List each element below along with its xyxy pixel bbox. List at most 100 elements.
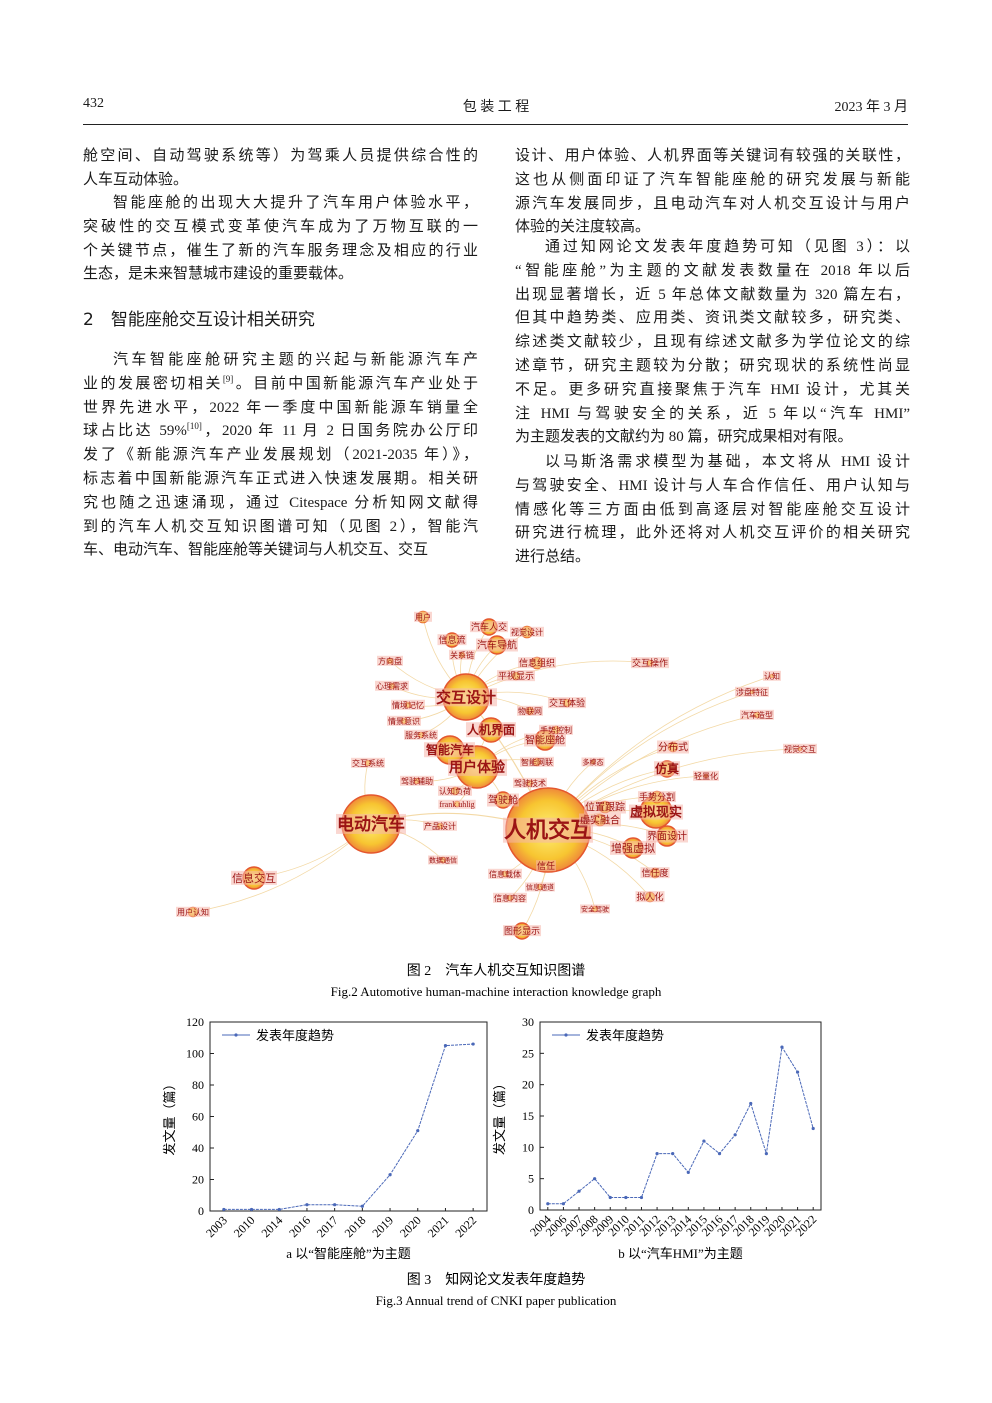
plot-frame xyxy=(209,1021,488,1212)
y-tick-label: 30 xyxy=(522,1015,534,1029)
text-line: 突破性的交互模式变革使汽车成为了万物互联的一 xyxy=(83,218,478,235)
node-label-bg xyxy=(581,757,605,767)
text-line: 这也从侧面印证了汽车智能座舱的研究发展与新能 xyxy=(515,171,910,188)
data-point xyxy=(733,1133,737,1137)
node-label: 电动汽车 xyxy=(337,814,405,834)
node-label: 智能汽车 xyxy=(425,742,474,757)
node-label: 汽车人交 xyxy=(471,621,507,632)
node-label-bg xyxy=(449,649,475,660)
data-point xyxy=(717,1152,722,1156)
node-label: 人机交互 xyxy=(504,818,592,843)
data-point xyxy=(577,1189,581,1193)
node-label-bg xyxy=(448,758,507,776)
series-line xyxy=(547,1045,814,1205)
text-line: 个关键节点，催生了新的汽车服务理念及相应的行业 xyxy=(83,242,478,259)
x-tick-label: 2018 xyxy=(342,1213,369,1240)
node-label: 信息通道 xyxy=(526,882,554,891)
header-rule xyxy=(83,124,908,125)
data-point xyxy=(624,1195,628,1200)
text-line: 发了《新能源汽车产业发展规划（2021-2035 年）》， xyxy=(83,447,478,464)
node-label: 信息载体 xyxy=(489,869,521,879)
data-point xyxy=(702,1139,706,1143)
node-label: 物联网 xyxy=(518,706,542,716)
node-label: 涉盘特征 xyxy=(736,687,768,697)
y-tick-label: 100 xyxy=(186,1047,204,1061)
text-line: 到的汽车人机交互知识图谱可知（见图 2），智能汽 xyxy=(83,518,478,535)
x-tick-label: 2003 xyxy=(203,1213,230,1240)
legend-label: 发表年度趋势 xyxy=(256,1028,334,1043)
data-point xyxy=(277,1207,281,1212)
text-line: 源汽车发展同步，且电动汽车对人机交互设计与用户 xyxy=(515,195,910,212)
text-line: 标志着中国新能源汽车正式进入快速发展期。相关研 xyxy=(83,471,478,487)
node-label-bg xyxy=(579,813,621,827)
node-label: 情景意识 xyxy=(388,716,420,726)
text-line: 汽车智能座舱研究主题的兴起与新能源汽车产 xyxy=(113,352,478,368)
node-label: 方向盘 xyxy=(378,656,402,666)
node-label: 信任度 xyxy=(641,867,668,878)
node-label-bg xyxy=(783,743,817,754)
data-point xyxy=(811,1126,815,1131)
node-label-bg xyxy=(517,657,557,669)
node-label-bg xyxy=(387,715,421,726)
data-point xyxy=(388,1173,392,1177)
y-tick-label: 0 xyxy=(528,1203,534,1217)
text-line: 智能座舱的出现大大提升了汽车用户体验水平， xyxy=(113,195,478,211)
node-label-bg xyxy=(414,611,432,622)
data-point xyxy=(671,1152,675,1156)
node-label: 情境记忆 xyxy=(392,700,424,710)
node-label-bg xyxy=(735,686,769,697)
text-line: 以马斯洛需求模型为基础，本文将从 HMI 设计 xyxy=(545,454,910,470)
text-line: 体验的关注度较高。 xyxy=(515,219,651,236)
node-label-bg xyxy=(493,892,527,903)
node-label: 交互设计 xyxy=(436,688,496,706)
node-label-bg xyxy=(539,724,573,735)
node-label-bg xyxy=(377,655,403,666)
node-label-bg xyxy=(487,793,519,807)
text-line: 进行总结。 xyxy=(515,549,591,566)
node-label: 汽车造型 xyxy=(741,710,773,720)
node-label: 交互操作 xyxy=(632,657,668,668)
node-label: 图形显示 xyxy=(504,925,540,936)
node-label: 用户认知 xyxy=(177,907,209,917)
y-tick-label: 0 xyxy=(198,1204,204,1218)
node-label: 驾驶辅助 xyxy=(401,776,433,786)
node-label-bg xyxy=(438,799,476,809)
data-point xyxy=(333,1203,337,1207)
graph-link xyxy=(192,823,372,913)
page-number: 432 xyxy=(83,96,104,111)
data-point xyxy=(686,1170,690,1174)
x-tick-label: 2020 xyxy=(397,1213,424,1240)
node-label-bg xyxy=(391,699,425,710)
node-label-bg xyxy=(657,740,689,754)
text-line: 注 HMI 与驾驶安全的关系，近 5 年以“汽车 HMI” xyxy=(515,405,910,422)
node-label-bg xyxy=(176,906,210,917)
node-label: 用户 xyxy=(415,612,431,622)
node-label: 关系链 xyxy=(450,650,474,660)
node-label-bg xyxy=(653,761,681,777)
text-line: 通过知网论文发表年度趋势可知（见图 3）：以 xyxy=(545,239,910,255)
node-label-bg xyxy=(513,777,547,788)
node-label: 心理需求 xyxy=(376,681,408,691)
x-tick-label: 2022 xyxy=(452,1213,479,1240)
node-label: 信息流 xyxy=(438,634,465,645)
x-tick-label: 2019 xyxy=(369,1213,396,1240)
data-point xyxy=(249,1207,254,1212)
node-label: 视觉设计 xyxy=(511,627,543,637)
node-label-bg xyxy=(637,791,677,803)
node-label-bg xyxy=(547,697,587,709)
node-label: 信息组织 xyxy=(519,657,555,668)
text-line: 球占比达 59%[10]，2020 年 11 月 2 日国务院办公厅印 xyxy=(83,421,479,440)
node-label-bg xyxy=(502,925,542,937)
y-tick-label: 80 xyxy=(192,1078,204,1092)
node-label-bg xyxy=(437,634,467,646)
data-point xyxy=(416,1129,420,1133)
text-line: 与驾驶安全、HMI 设计与人车合作信任、用户认知与 xyxy=(515,477,910,494)
node-label-bg xyxy=(524,733,566,747)
node-label: 驾驶技术 xyxy=(514,778,546,788)
legend-marker xyxy=(564,1033,568,1037)
text-line: 生态，是未来智慧城市建设的重要载体。 xyxy=(83,266,354,283)
node-label-bg xyxy=(434,688,498,707)
node-label: 信息交互 xyxy=(232,871,276,885)
node-label-bg xyxy=(231,870,277,885)
